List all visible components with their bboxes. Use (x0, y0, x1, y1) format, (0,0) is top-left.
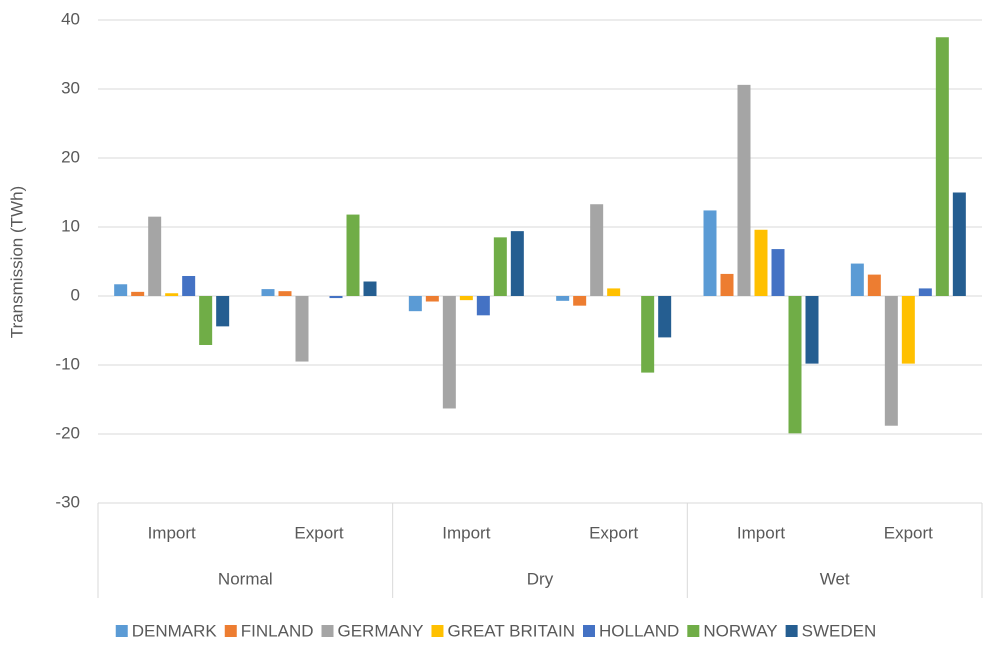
bar (771, 249, 785, 296)
x-tick-label: Import (148, 523, 196, 542)
bar (884, 296, 898, 426)
legend-swatch (687, 625, 700, 637)
bar (867, 274, 881, 296)
bar (805, 296, 819, 364)
y-tick-label: 10 (61, 216, 80, 235)
bar (459, 296, 473, 301)
bar (363, 281, 377, 296)
x-tick-label: Import (737, 523, 785, 542)
x-tick-label: Export (884, 523, 933, 542)
y-tick-label: 40 (61, 9, 80, 28)
bar (165, 293, 179, 296)
legend-swatch (785, 625, 798, 637)
bar (476, 296, 490, 316)
bar (952, 192, 966, 296)
bar (641, 296, 655, 373)
bar (493, 237, 507, 296)
x-tick-label: Export (294, 523, 343, 542)
group-label: Wet (820, 569, 850, 588)
x-tick-label: Export (589, 523, 638, 542)
bar (261, 289, 275, 296)
bar (788, 296, 802, 434)
legend-label: NORWAY (703, 621, 777, 640)
y-axis-label: Transmission (TWh) (7, 186, 26, 338)
bar (114, 284, 128, 296)
bar (346, 214, 360, 296)
bar (590, 204, 604, 296)
bar (278, 291, 292, 296)
bar (850, 263, 864, 296)
y-tick-label: 20 (61, 147, 80, 166)
group-label: Dry (527, 569, 554, 588)
bar (918, 288, 932, 296)
bar (295, 296, 309, 362)
legend-label: GREAT BRITAIN (447, 621, 575, 640)
bar (425, 296, 439, 302)
legend-swatch (583, 625, 595, 637)
bar (607, 288, 621, 296)
bar (510, 231, 524, 296)
y-tick-label: -30 (55, 492, 80, 511)
y-tick-label: 30 (61, 78, 80, 97)
bar (658, 296, 672, 338)
legend-label: SWEDEN (802, 621, 877, 640)
legend-swatch (321, 625, 334, 637)
bar (148, 216, 162, 296)
legend-label: HOLLAND (599, 621, 679, 640)
bar (901, 296, 915, 364)
bar (199, 296, 213, 345)
bar (703, 210, 717, 296)
bar (737, 84, 751, 296)
y-tick-label: 0 (71, 285, 80, 304)
bar (720, 273, 734, 296)
bar (408, 296, 422, 312)
bar (329, 296, 343, 299)
bar (573, 296, 587, 306)
bar (131, 291, 145, 296)
bar (754, 229, 768, 296)
group-label: Normal (218, 569, 273, 588)
bar (556, 296, 570, 301)
legend-label: FINLAND (241, 621, 314, 640)
y-tick-label: -20 (55, 423, 80, 442)
legend-swatch (431, 625, 444, 637)
bar (182, 275, 196, 296)
legend-swatch (115, 625, 128, 637)
y-tick-label: -10 (55, 354, 80, 373)
x-tick-label: Import (442, 523, 490, 542)
legend-swatch (224, 625, 237, 637)
bar (935, 37, 949, 296)
legend-label: DENMARK (132, 621, 218, 640)
bar (216, 296, 230, 327)
legend-label: GERMANY (338, 621, 424, 640)
bar (442, 296, 456, 409)
